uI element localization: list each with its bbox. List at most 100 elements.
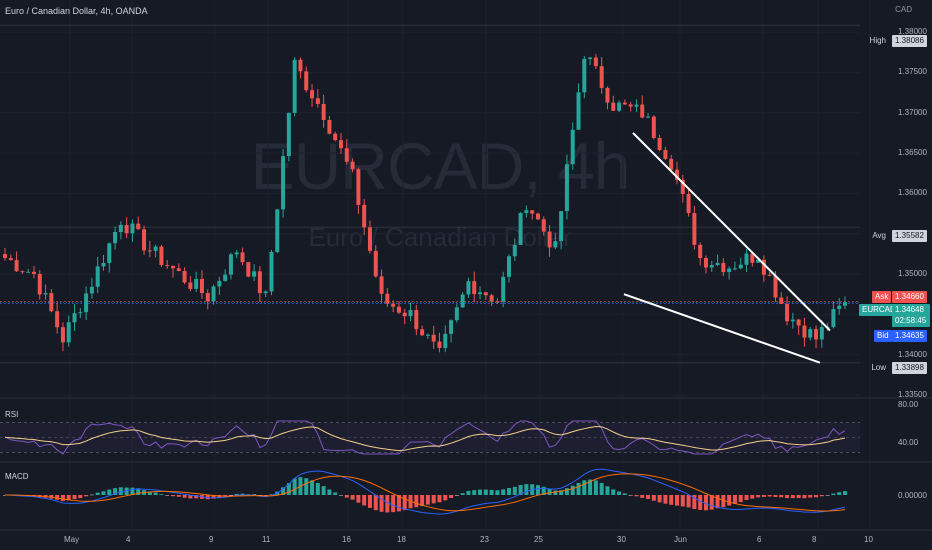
down-candle [373,250,378,277]
down-candle [767,274,772,276]
macd-histogram-bar [344,495,349,498]
macd-histogram-bar [825,495,830,496]
down-candle [547,231,552,248]
macd-histogram-bar [147,491,152,495]
macd-histogram-bar [431,495,436,504]
macd-histogram-bar [194,495,199,499]
down-candle [362,204,367,228]
up-candle [738,264,743,269]
up-candle [153,246,158,251]
macd-histogram-bar [524,484,529,495]
down-candle [310,90,315,99]
down-candle [541,219,546,232]
macd-histogram-bar [837,492,842,495]
down-candle [298,59,303,72]
macd-histogram-bar [362,495,367,506]
ask-tag-name: Ask [872,291,892,303]
macd-histogram-bar [779,495,784,498]
macd-histogram-bar [246,494,251,495]
up-candle [130,223,135,234]
down-candle [385,293,390,304]
rsi-line [4,420,846,455]
down-candle [599,66,604,88]
up-candle [275,209,280,252]
macd-histogram-bar [402,495,407,511]
down-candle [489,295,494,302]
macd-histogram-bar [576,482,581,495]
macd-pane-label[interactable]: MACD [5,472,29,481]
down-candle [437,341,442,348]
macd-histogram-bar [611,489,616,495]
avg-tag-name: Avg [872,231,886,240]
down-candle [142,229,147,251]
up-candle [808,329,813,338]
macd-line [4,468,846,515]
price-tick-label: 1.36000 [898,188,927,198]
up-candle [113,232,118,244]
down-candle [344,148,349,162]
time-label: 6 [757,535,762,544]
up-candle [756,259,761,263]
time-label: 9 [209,535,214,544]
macd-histogram-bar [159,494,164,495]
macd-histogram-bar [605,486,610,495]
rsi-tick-40: 40.00 [898,438,919,447]
low-tag-value: 1.33898 [892,362,927,374]
macd-histogram-bar [89,494,94,496]
down-candle [669,158,674,170]
down-candle [611,102,616,111]
macd-histogram-bar [367,495,372,508]
symbol-title[interactable]: Euro / Canadian Dollar, 4h, OANDA [5,6,148,16]
macd-histogram-bar [176,495,181,497]
macd-histogram-bar [599,483,604,495]
time-label: 23 [480,535,489,544]
macd-histogram-bar [327,489,332,495]
down-candle [420,329,425,336]
macd-histogram-bar [622,493,627,495]
up-candle [617,102,622,111]
down-candle [171,265,175,269]
up-candle [228,254,233,275]
macd-histogram-bar [281,487,286,495]
macd-histogram-bar [593,480,598,495]
down-candle [124,224,129,234]
macd-histogram-bar [466,490,471,495]
macd-histogram-bar [292,478,297,495]
macd-histogram-bar [130,487,135,495]
macd-histogram-bar [541,486,546,495]
up-candle [95,266,100,287]
up-candle [576,92,581,130]
down-candle [136,223,141,230]
macd-histogram-bar [182,495,187,498]
up-candle [84,293,89,313]
down-candle [350,161,355,170]
down-candle [159,246,164,266]
macd-histogram-bar [66,495,71,501]
macd-histogram-bar [744,495,749,500]
rsi-pane-label[interactable]: RSI [5,410,19,419]
up-candle [26,271,31,273]
currency-label: CAD [895,5,912,14]
down-candle [315,98,320,104]
down-candle [802,325,807,338]
avg-tag-value: 1.35582 [892,230,927,242]
macd-histogram-bar [767,495,772,497]
down-candle [773,275,778,298]
macd-histogram-bar [570,485,575,495]
countdown-timer: 02:58:45 [892,315,930,327]
macd-histogram-bar [559,490,564,495]
ask-tag-value: 1.34660 [892,291,927,303]
up-candle [582,58,587,93]
time-label: 10 [864,535,873,544]
down-candle [31,271,36,274]
macd-histogram-bar [483,489,488,495]
macd-histogram-bar [675,495,679,506]
macd-histogram-bar [339,495,343,496]
up-candle [408,310,413,317]
macd-histogram-bar [628,495,633,496]
up-candle [443,333,448,348]
macd-histogram-bar [588,479,593,495]
down-candle [814,329,819,340]
up-candle [194,278,199,289]
